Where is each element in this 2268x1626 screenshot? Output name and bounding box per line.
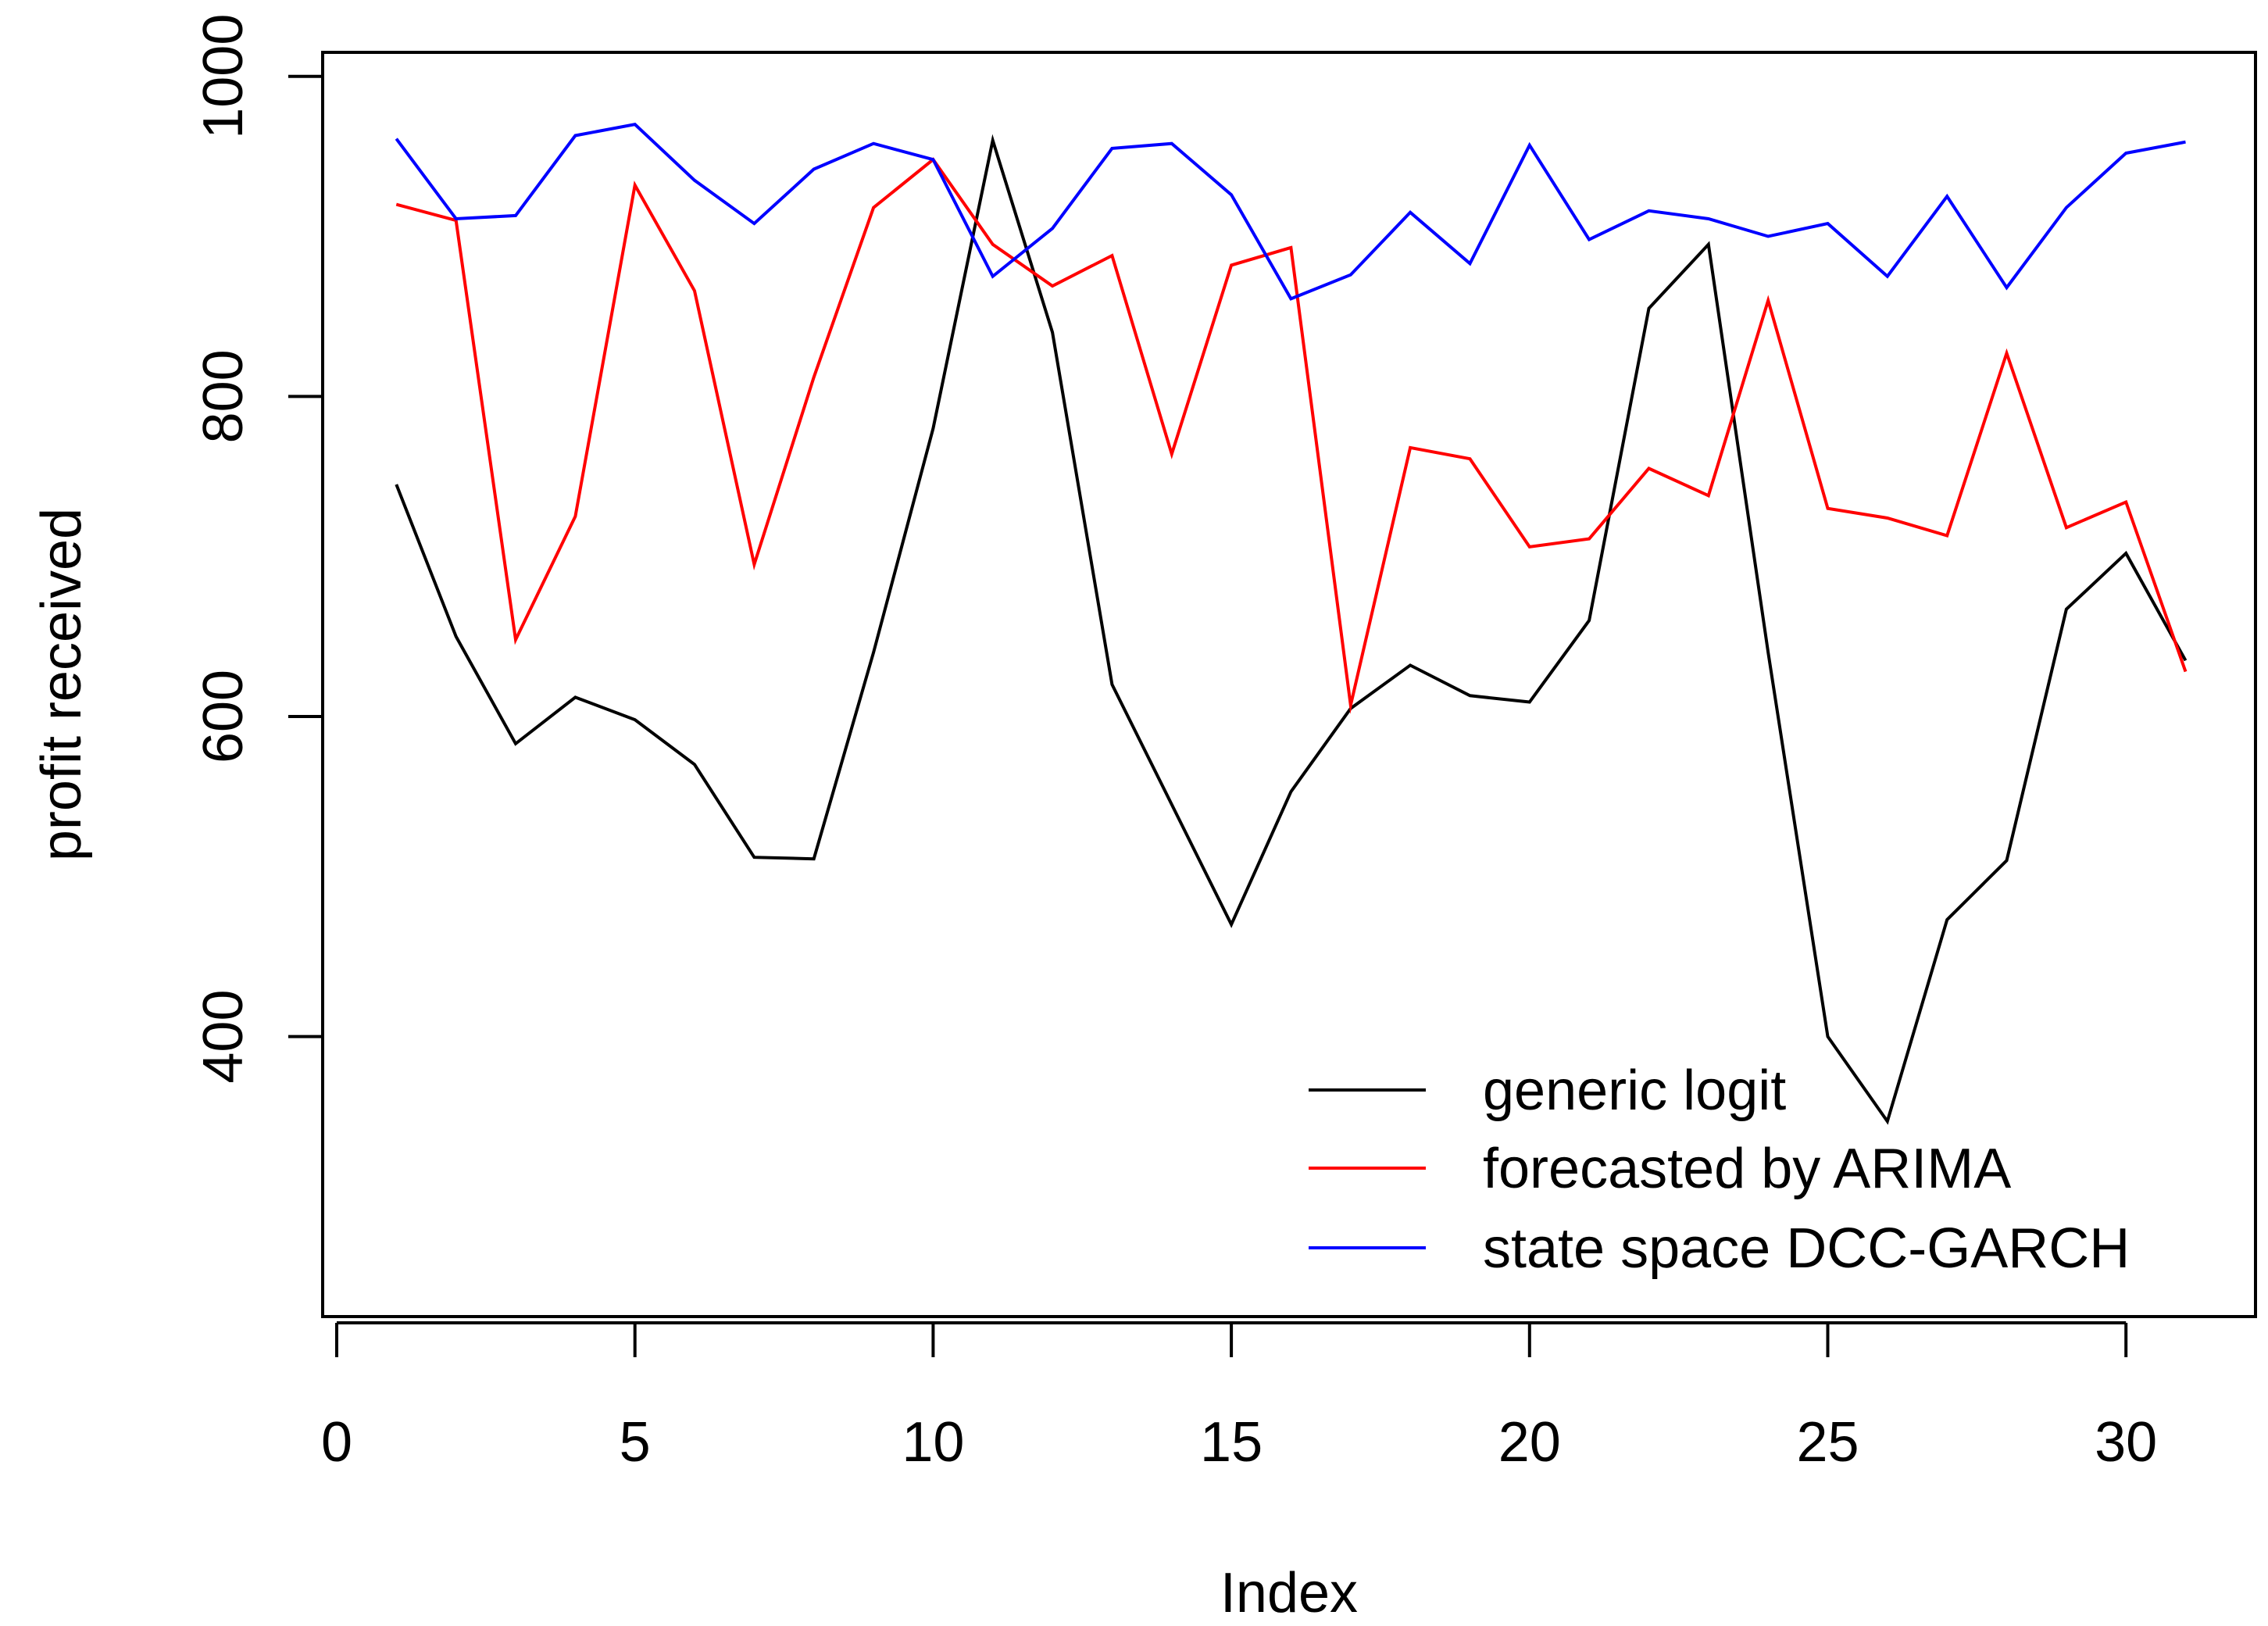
plot-frame bbox=[321, 51, 2257, 1318]
x-axis: 0 5 10 15 20 25 30 bbox=[321, 1321, 2157, 1474]
series-line-3 bbox=[395, 123, 2186, 301]
x-tick-label-25: 25 bbox=[1796, 1411, 1859, 1474]
legend-label-2: forecasted by ARIMA bbox=[1483, 1138, 2011, 1200]
legend-label-3: state space DCC-GARCH bbox=[1483, 1217, 2130, 1280]
series-line-1 bbox=[395, 134, 2188, 1125]
y-axis: 400 600 800 1000 bbox=[192, 14, 324, 1084]
x-tick-label-15: 15 bbox=[1200, 1411, 1263, 1474]
y-tick-label-600: 600 bbox=[192, 670, 255, 763]
x-tick-label-10: 10 bbox=[902, 1411, 964, 1474]
x-tick-label-30: 30 bbox=[2095, 1411, 2157, 1474]
y-tick-label-400: 400 bbox=[192, 990, 255, 1084]
x-axis-label: Index bbox=[1220, 1562, 1358, 1624]
y-tick-label-800: 800 bbox=[192, 349, 255, 443]
x-tick-label-20: 20 bbox=[1498, 1411, 1561, 1474]
series-line-2 bbox=[395, 157, 2188, 714]
x-tick-label-5: 5 bbox=[620, 1411, 651, 1474]
legend-label-1: generic logit bbox=[1483, 1060, 1786, 1122]
series-layer bbox=[395, 123, 2188, 1125]
x-tick-label-0: 0 bbox=[321, 1411, 352, 1474]
y-tick-label-1000: 1000 bbox=[192, 14, 255, 139]
legend: generic logit forecasted by ARIMA state sp… bbox=[1309, 1060, 2130, 1280]
y-axis-label: profit received bbox=[30, 508, 93, 861]
